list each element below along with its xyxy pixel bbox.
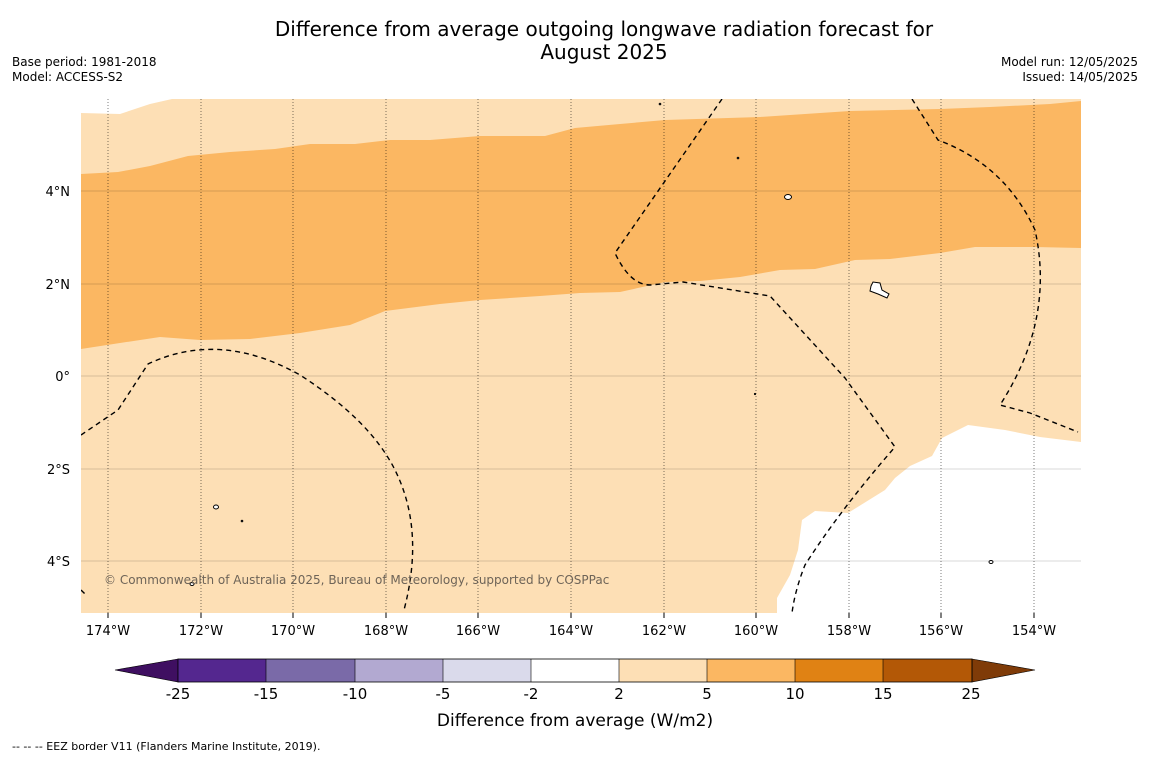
colorbar-tick: -10 [343,685,368,703]
colorbar-tick: 10 [785,685,804,703]
island [784,194,792,200]
parallel-lines [81,190,1081,562]
island [658,102,662,106]
colorbar-tick: 25 [961,685,980,703]
island [736,156,740,160]
issued-text: Issued: 14/05/2025 [1022,70,1138,84]
island [189,582,195,586]
eez-border-fragment [81,589,87,596]
lon-label: 170°W [271,624,315,639]
colorbar-tick: 5 [702,685,712,703]
lon-label: 156°W [919,624,963,639]
title-line-1: Difference from average outgoing longwav… [274,17,934,41]
colorbar-label: Difference from average (W/m2) [437,711,713,731]
eez-footer-note: -- -- -- EEZ border V11 (Flanders Marine… [12,740,321,753]
islands [189,102,994,586]
colorbar-segment [266,659,355,682]
lat-label: 4°S [47,555,70,570]
colorbar-tick: -25 [166,685,191,703]
map-area [81,99,1081,613]
island [988,560,994,564]
island [213,504,219,510]
lon-label: 164°W [549,624,593,639]
colorbar-segment [531,659,619,682]
colorbar-segment [795,659,883,682]
lon-label: 154°W [1012,624,1056,639]
base-info: Base period: 1981-2018 Model: ACCESS-S2 [12,55,157,85]
anomaly-neutral-area-top [81,99,172,114]
model-run-text: Model run: 12/05/2025 [1000,55,1138,69]
base-period-text: Base period: 1981-2018 [12,55,157,69]
copyright-text: © Commonwealth of Australia 2025, Bureau… [104,573,609,587]
title-line-2: August 2025 [540,40,668,64]
island [753,392,757,396]
lon-label: 166°W [456,624,500,639]
colorbar-dividers [265,659,884,682]
grid-lines [81,99,1081,613]
eez-border-central [614,99,896,613]
longitude-labels: 174°W 172°W 170°W 168°W 166°W 164°W 162°… [86,624,1056,639]
latitude-labels: 4°N 2°N 0° 2°S 4°S [46,185,71,570]
colorbar-segment [883,659,972,682]
lon-label: 172°W [179,624,223,639]
colorbar-extend-max [971,658,1036,683]
colorbar-extend-min [114,658,179,683]
lat-label: 4°N [46,185,71,200]
lat-label: 2°S [47,463,70,478]
colorbar: -25 -15 -10 -5 -2 2 5 10 15 25 Differenc… [114,658,1036,731]
run-info: Model run: 12/05/2025 Issued: 14/05/2025 [1001,55,1138,85]
colorbar-segment [178,659,266,682]
colorbar-ticks: -25 -15 -10 -5 -2 2 5 10 15 25 [166,685,981,703]
map-title: Difference from average outgoing longwav… [0,18,1150,64]
colorbar-tick: -15 [254,685,279,703]
lon-label: 160°W [734,624,778,639]
colorbar-tick: -5 [436,685,451,703]
island [240,519,244,523]
anomaly-neutral-area-bottom [777,425,1081,613]
lat-label: 0° [55,370,70,385]
model-text: Model: ACCESS-S2 [12,70,124,84]
lon-label: 162°W [642,624,686,639]
colorbar-segment [619,659,707,682]
colorbar-segment [707,659,795,682]
colorbar-tick: 2 [614,685,624,703]
colorbar-tick: -2 [524,685,539,703]
lat-label: 2°N [46,278,71,293]
lon-label: 174°W [86,624,130,639]
island [869,281,890,299]
colorbar-tick: 15 [873,685,892,703]
eez-border-east [911,99,1079,433]
eez-border-kiribati-west [81,348,414,611]
anomaly-band-5-10 [81,101,1081,349]
lon-label: 168°W [364,624,408,639]
colorbar-segment [355,659,443,682]
colorbar-segment [443,659,531,682]
eez-borders [81,99,1079,613]
colorbar-frame [177,658,973,683]
lon-label: 158°W [827,624,871,639]
axis-ticks [107,613,1035,618]
